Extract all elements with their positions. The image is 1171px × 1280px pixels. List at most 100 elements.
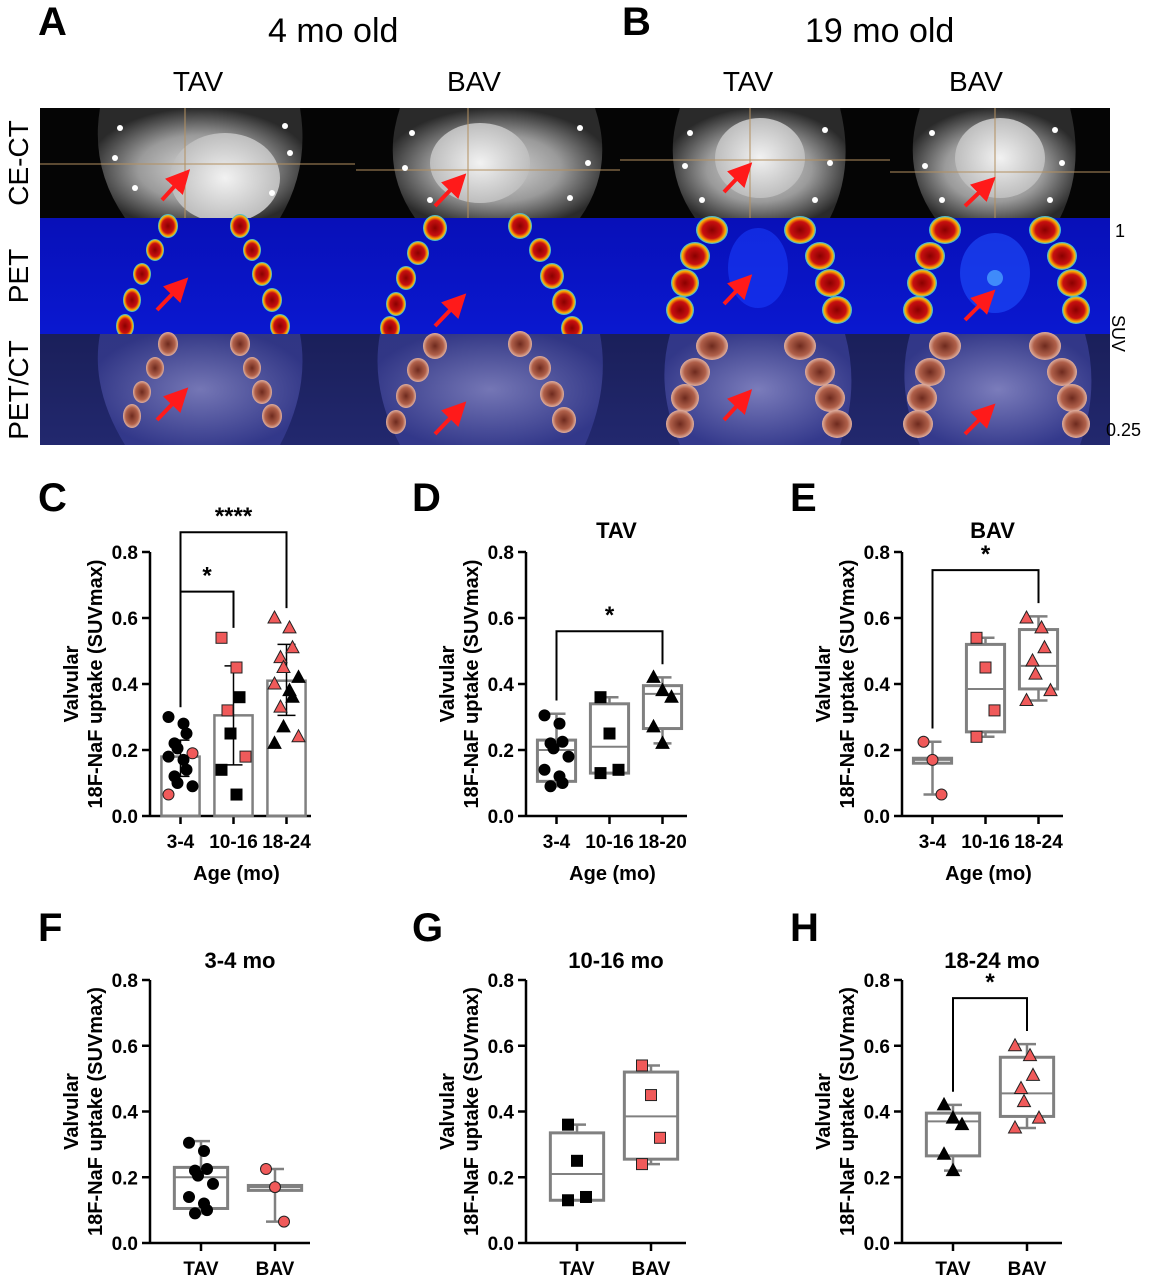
data-point — [646, 718, 661, 733]
panel-label-c: C — [38, 476, 67, 520]
data-point — [282, 619, 297, 634]
significance-bracket: * — [952, 969, 1028, 1092]
group-title-4mo: 4 mo old — [268, 12, 399, 50]
x-tick-label: 10-16 — [961, 832, 1010, 853]
y-axis-label: 18F-NaF uptake (SUVmax) — [837, 560, 859, 809]
data-point — [201, 1204, 213, 1217]
data-point — [612, 763, 625, 776]
x-tick-label: TAV — [559, 1259, 595, 1280]
column-title-bav-4mo: BAV — [447, 66, 501, 97]
series-group — [160, 711, 201, 818]
bracket-line — [952, 997, 1028, 1092]
y-tick-label: 0.6 — [488, 609, 514, 630]
data-point — [233, 691, 246, 704]
column-title-tav-19mo: TAV — [722, 66, 774, 97]
data-point — [945, 1110, 961, 1124]
y-axis-label: 18F-NaF uptake (SUVmax) — [461, 560, 483, 809]
data-point — [230, 788, 243, 801]
data-point — [1016, 1093, 1032, 1108]
x-tick-label: BAV — [256, 1259, 295, 1280]
data-point — [945, 1162, 961, 1177]
data-point — [646, 669, 661, 683]
y-tick-label: 0.0 — [488, 1234, 514, 1255]
chart-title: BAV — [970, 518, 1015, 543]
y-tick-label: 0.0 — [488, 807, 514, 828]
significance-label: * — [981, 541, 991, 568]
data-point — [603, 727, 616, 740]
x-tick-label: 18-20 — [638, 832, 687, 853]
ct-row — [40, 108, 1110, 223]
data-point — [207, 1177, 219, 1190]
y-tick-label: 0.8 — [112, 971, 138, 992]
x-tick-label: BAV — [1008, 1259, 1047, 1280]
data-point — [224, 727, 237, 740]
data-point — [580, 1190, 592, 1203]
chart-d: TAV Valvular 18F-NaF uptake (SUVmax)0.0 0.2… — [437, 518, 687, 885]
box — [548, 1131, 606, 1202]
column-title-tav-4mo: TAV — [172, 66, 224, 97]
panel-label-g: G — [412, 906, 444, 950]
y-axis-label: Valvular — [437, 645, 459, 722]
y-axis-label: Valvular — [813, 1073, 835, 1150]
y-tick-label: 0.2 — [864, 1168, 890, 1189]
y-tick-label: 0.0 — [864, 1234, 890, 1255]
data-point — [183, 1190, 195, 1203]
y-tick-label: 0.4 — [112, 675, 139, 696]
x-tick-label: BAV — [632, 1259, 671, 1280]
y-tick-label: 0.8 — [864, 971, 890, 992]
y-tick-label: 0.4 — [864, 675, 891, 696]
panel-label-f: F — [38, 906, 63, 950]
data-point — [1022, 1047, 1038, 1062]
data-point — [269, 1181, 281, 1194]
data-point — [594, 691, 607, 704]
y-tick-label: 0.2 — [112, 741, 138, 762]
data-point — [177, 717, 190, 730]
data-point — [162, 788, 175, 801]
data-point — [198, 1144, 210, 1157]
series-group — [172, 1136, 230, 1220]
data-point — [239, 750, 252, 763]
colorbar-min-label: 0.25 — [1106, 420, 1142, 440]
chart-h: 18-24 mo Valvular 18F-NaF uptake (SUVmax)0… — [813, 948, 1062, 1280]
data-point — [1007, 1119, 1023, 1134]
data-point — [1037, 639, 1052, 654]
chart-title: TAV — [596, 518, 637, 543]
y-tick-label: 0.2 — [112, 1168, 138, 1189]
x-axis-label: Age (mo) — [569, 863, 656, 885]
y-tick-label: 0.2 — [864, 741, 890, 762]
bracket-line — [555, 630, 664, 701]
data-point — [917, 735, 930, 748]
y-tick-label: 0.6 — [112, 609, 138, 630]
y-tick-label: 0.4 — [864, 1103, 891, 1124]
y-axis-label: 18F-NaF uptake (SUVmax) — [85, 987, 107, 1236]
chart-e: BAV Valvular 18F-NaF uptake (SUVmax)0.0 0.2… — [813, 518, 1063, 885]
series-group — [911, 735, 954, 801]
arrow-markers — [155, 162, 996, 436]
bracket-line — [931, 569, 1040, 729]
data-point — [215, 631, 228, 644]
data-point — [192, 1169, 204, 1182]
data-point — [655, 735, 670, 749]
data-point — [201, 1163, 213, 1176]
y-tick-label: 0.0 — [112, 807, 138, 828]
data-point — [936, 1096, 952, 1111]
data-point — [186, 747, 199, 760]
y-tick-label: 0.6 — [112, 1037, 138, 1058]
x-tick-label: 10-16 — [585, 832, 634, 853]
data-point — [1025, 1067, 1041, 1081]
x-tick-label: 3-4 — [543, 832, 571, 853]
row-title-ce-ct: CE-CT — [3, 120, 34, 206]
data-point — [556, 735, 569, 748]
series-group — [924, 1096, 982, 1177]
data-point — [278, 1215, 290, 1228]
petct-row — [40, 331, 1110, 445]
data-point — [562, 750, 575, 763]
y-tick-label: 0.6 — [488, 1037, 514, 1058]
group-title-19mo: 19 mo old — [805, 12, 955, 50]
colorbar-max-label: 1 — [1115, 221, 1126, 241]
panel-label-a: A — [38, 0, 67, 44]
data-point — [1043, 682, 1058, 697]
significance-label: * — [985, 969, 995, 996]
data-point — [1019, 609, 1034, 624]
series-group — [641, 669, 684, 749]
